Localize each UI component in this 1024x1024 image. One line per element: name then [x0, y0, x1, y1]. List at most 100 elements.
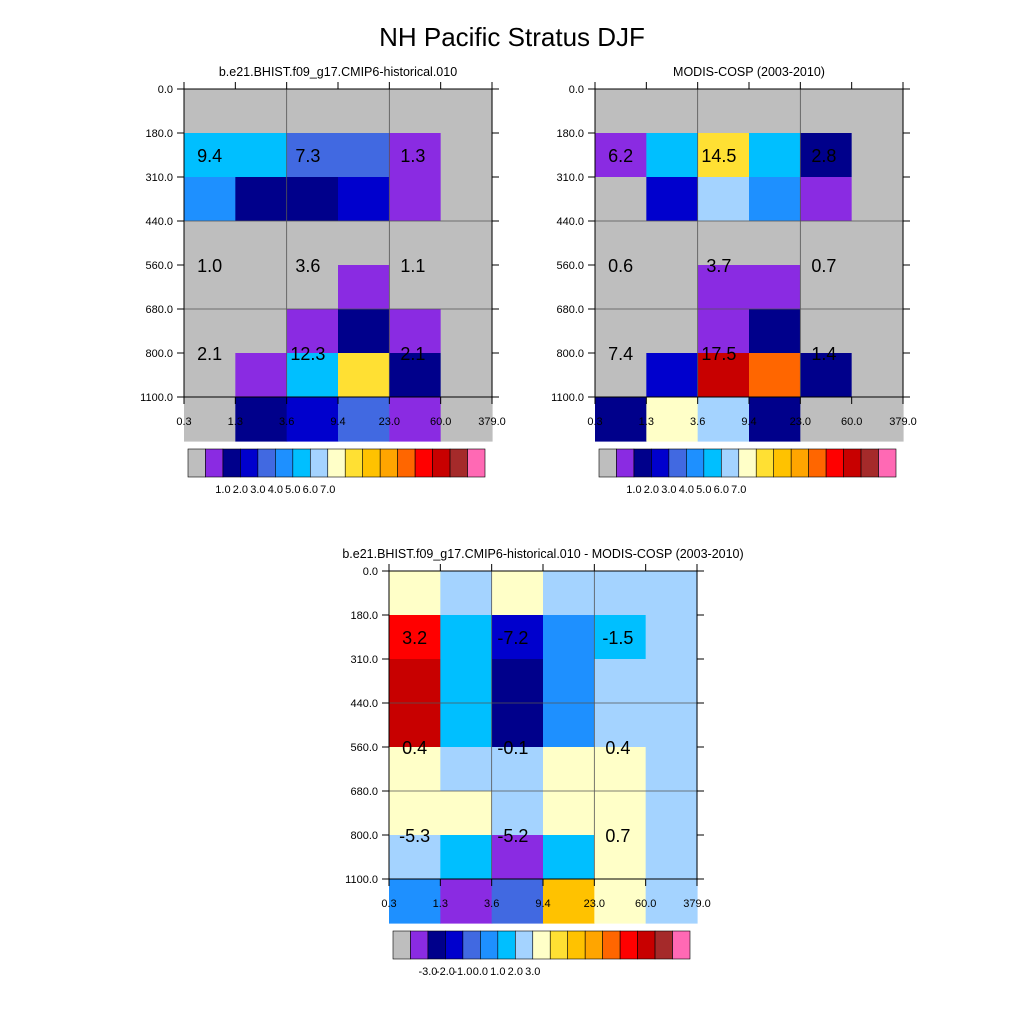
colorbar-label: 3.0 [661, 484, 676, 496]
data-label: 2.8 [811, 146, 836, 166]
heatmap-cell [851, 133, 904, 178]
colorbar-label: 6.0 [714, 484, 729, 496]
colorbar-box [720, 448, 740, 478]
data-label: -0.1 [497, 738, 528, 758]
heatmap-cell [851, 221, 904, 266]
colorbar-box [480, 930, 499, 960]
data-label: 0.4 [402, 738, 427, 758]
colorbar-box [808, 448, 827, 478]
colorbar-label: 2.0 [644, 484, 659, 496]
heatmap-cell [389, 571, 441, 616]
heatmap-cell [235, 221, 288, 266]
heatmap-cell [184, 89, 236, 134]
colorbar-box [637, 930, 656, 960]
x-tick-label: 0.3 [587, 416, 602, 428]
heatmap-cell [286, 221, 339, 266]
heatmap-cell [851, 265, 904, 310]
colorbar-box [432, 448, 451, 478]
heatmap-cell [543, 747, 595, 792]
x-tick-label: 379.0 [889, 416, 917, 428]
heatmap-cell [389, 177, 442, 222]
y-tick-label: 180.0 [556, 128, 584, 140]
data-label: 12.3 [290, 344, 325, 364]
heatmap-cell [594, 747, 647, 792]
colorbar-box [633, 448, 652, 478]
heatmap-cell [440, 791, 493, 836]
heatmap-cell [800, 177, 853, 222]
y-tick-label: 680.0 [350, 786, 378, 798]
heatmap-cell [646, 353, 699, 398]
colorbar-box [379, 448, 398, 478]
heatmap-cell [338, 89, 390, 134]
x-tick-label: 9.4 [741, 416, 756, 428]
x-tick-label: 1.3 [639, 416, 654, 428]
colorbar-box [462, 930, 481, 960]
heatmap-cell [389, 221, 442, 266]
heatmap-cell [697, 353, 750, 398]
data-label: 2.1 [197, 344, 222, 364]
heatmap-cell [595, 177, 647, 222]
heatmap-cell [184, 397, 236, 442]
data-label: 9.4 [197, 146, 222, 166]
colorbar-box [222, 448, 241, 478]
colorbar-box [187, 448, 206, 478]
heatmap-cell [800, 309, 853, 354]
y-tick-label: 1100.0 [345, 874, 378, 886]
x-tick-label: 9.4 [535, 898, 550, 910]
heatmap-cell [749, 265, 801, 310]
y-tick-label: 0.0 [363, 566, 378, 578]
colorbar-box [619, 930, 638, 960]
heatmap-cell [389, 615, 441, 660]
heatmap-cell [851, 397, 904, 442]
heatmap-cell [491, 703, 544, 748]
colorbar-label: -1.0 [453, 966, 472, 978]
heatmap-cell [543, 571, 595, 616]
heatmap-cell [184, 265, 236, 310]
y-tick-label: 180.0 [350, 610, 378, 622]
data-label: 7.4 [608, 344, 633, 364]
colorbar-label: 7.0 [731, 484, 746, 496]
heatmap-cell [800, 221, 853, 266]
colorbar-box [738, 448, 757, 478]
data-label: -5.2 [497, 826, 528, 846]
heatmap-cell [749, 89, 801, 134]
data-label: 2.1 [400, 344, 425, 364]
colorbar-box [327, 448, 346, 478]
colorbar-box [205, 448, 224, 478]
heatmap-cell [646, 221, 699, 266]
heatmap-cell [184, 177, 236, 222]
heatmap-cell [697, 177, 750, 222]
heatmap-cell [749, 397, 801, 442]
heatmap-cell [491, 571, 544, 616]
x-tick-label: 3.6 [690, 416, 705, 428]
data-label: 1.0 [197, 256, 222, 276]
colorbar-box [598, 448, 617, 478]
heatmap-cell [594, 879, 647, 924]
heatmap-cell [543, 615, 595, 660]
x-tick-label: 9.4 [330, 416, 345, 428]
heatmap-cell [184, 133, 236, 178]
colorbar-label: 5.0 [285, 484, 300, 496]
y-tick-label: 180.0 [145, 128, 173, 140]
data-label: -1.5 [602, 628, 633, 648]
colorbar-label: 5.0 [696, 484, 711, 496]
colorbar-box [532, 930, 551, 960]
x-tick-label: 379.0 [478, 416, 506, 428]
colorbar-box [410, 930, 429, 960]
heatmap-cell [645, 879, 698, 924]
x-tick-label: 60.0 [841, 416, 862, 428]
y-tick-label: 0.0 [569, 84, 584, 96]
heatmap-cell [749, 133, 801, 178]
heatmap-cell [338, 265, 390, 310]
colorbar-box [860, 448, 879, 478]
data-label: 7.3 [295, 146, 320, 166]
panel-obs: MODIS-COSP (2003-2010) 0.0 180.0 310.0 440.0… [551, 65, 917, 496]
heatmap-cell [851, 309, 904, 354]
panel-title: b.e21.BHIST.f09_g17.CMIP6-historical.010… [342, 547, 743, 561]
panel-title: MODIS-COSP (2003-2010) [673, 65, 825, 79]
y-tick-label: 310.0 [145, 172, 173, 184]
heatmap-cell [440, 397, 493, 442]
colorbar-box [392, 930, 411, 960]
x-tick-label: 3.6 [484, 898, 499, 910]
heatmap-cell [389, 879, 441, 924]
